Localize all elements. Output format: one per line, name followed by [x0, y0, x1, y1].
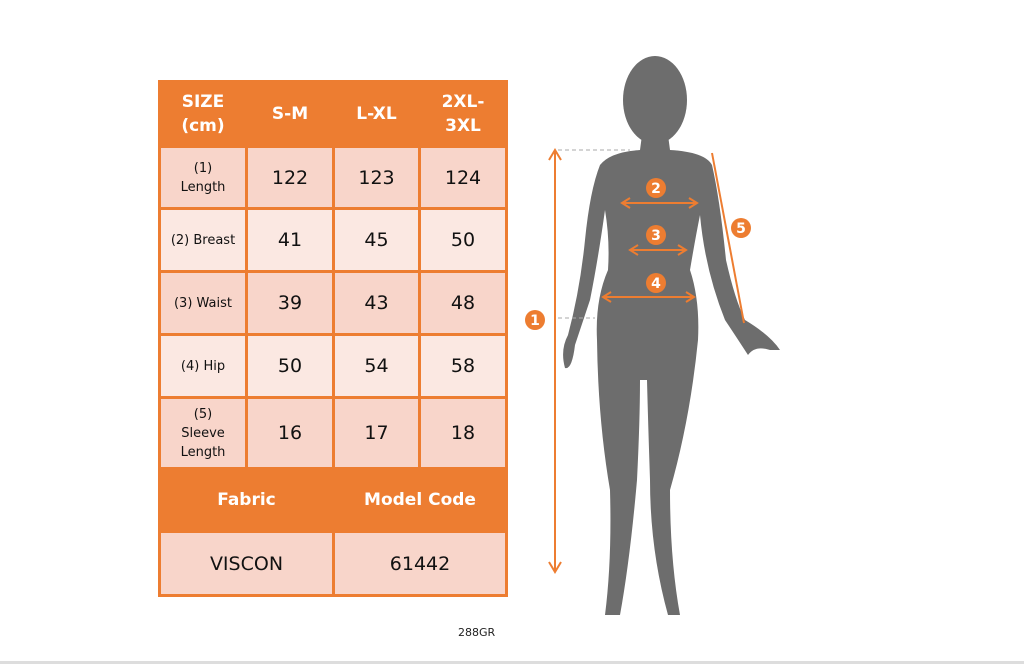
- fabric-value: VISCON: [158, 530, 335, 597]
- body-silhouette: 1 2 3 4 5: [525, 56, 780, 615]
- value-cell: 58: [418, 333, 508, 399]
- row-label: (1) Length: [158, 145, 248, 210]
- fabric-header: Fabric: [158, 467, 335, 533]
- value-cell: 18: [418, 396, 508, 470]
- value-cell: 45: [332, 207, 421, 273]
- marker-2-label: 2: [651, 181, 661, 197]
- table-row: (4) Hip 50 54 58: [158, 333, 508, 399]
- cell-text: Sleeve: [181, 425, 225, 441]
- header-cell: 2XL-3XL: [418, 80, 508, 148]
- cell-text: (3) Waist: [173, 295, 233, 311]
- value-cell: 39: [245, 270, 335, 336]
- cell-text: (5): [193, 406, 213, 422]
- row-label: (3) Waist: [158, 270, 248, 336]
- row-label: (5) Sleeve Length: [158, 396, 248, 470]
- row-label: (4) Hip: [158, 333, 248, 399]
- header-cell: L-XL: [332, 80, 421, 148]
- value-cell: 16: [245, 396, 335, 470]
- cell-text: (2) Breast: [170, 232, 236, 248]
- marker-1-label: 1: [530, 313, 540, 329]
- header-row: SIZE (cm) S-M L-XL 2XL-3XL: [158, 80, 508, 148]
- cell-text: Length: [180, 179, 226, 195]
- header-cell: S-M: [245, 80, 335, 148]
- value-cell: 54: [332, 333, 421, 399]
- value-cell: 50: [245, 333, 335, 399]
- footer-value-row: VISCON 61442: [158, 530, 508, 597]
- size-chart-table: SIZE (cm) S-M L-XL 2XL-3XL (1) Length 122 123 124…: [158, 80, 508, 597]
- value-cell: 122: [245, 145, 335, 210]
- value-cell: 50: [418, 207, 508, 273]
- bottom-divider: [0, 661, 1024, 664]
- marker-5: [731, 218, 751, 238]
- value-cell: 124: [418, 145, 508, 210]
- value-cell: 123: [332, 145, 421, 210]
- cell-text: S-M: [271, 104, 309, 124]
- footer-header-row: Fabric Model Code: [158, 467, 508, 533]
- cell-text: (1): [193, 160, 213, 176]
- value-cell: 43: [332, 270, 421, 336]
- marker-4: [646, 273, 666, 293]
- marker-3-label: 3: [651, 228, 661, 244]
- cell-text: SIZE: [181, 92, 225, 112]
- table-row: (5) Sleeve Length 16 17 18: [158, 396, 508, 470]
- header-cell: SIZE (cm): [158, 80, 248, 148]
- model-code-value: 61442: [332, 530, 508, 597]
- product-code: 288GR: [458, 626, 496, 639]
- table-row: (3) Waist 39 43 48: [158, 270, 508, 336]
- value-cell: 41: [245, 207, 335, 273]
- cell-text: (4) Hip: [180, 358, 226, 374]
- marker-2: [646, 178, 666, 198]
- value-cell: 17: [332, 396, 421, 470]
- marker-1: [525, 310, 545, 330]
- cell-text: 2XL-3XL: [441, 92, 485, 136]
- table-row: (2) Breast 41 45 50: [158, 207, 508, 273]
- marker-5-label: 5: [736, 221, 746, 237]
- model-code-header: Model Code: [332, 467, 508, 533]
- row-label: (2) Breast: [158, 207, 248, 273]
- marker-4-label: 4: [651, 276, 661, 292]
- table-row: (1) Length 122 123 124: [158, 145, 508, 210]
- cell-text: (cm): [181, 116, 225, 136]
- cell-text: L-XL: [356, 104, 397, 124]
- cell-text: Length: [180, 444, 226, 460]
- marker-3: [646, 225, 666, 245]
- value-cell: 48: [418, 270, 508, 336]
